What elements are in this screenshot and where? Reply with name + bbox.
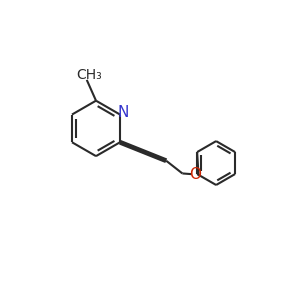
Text: CH₃: CH₃ (76, 68, 102, 82)
Text: N: N (117, 105, 129, 120)
Text: O: O (189, 167, 201, 182)
